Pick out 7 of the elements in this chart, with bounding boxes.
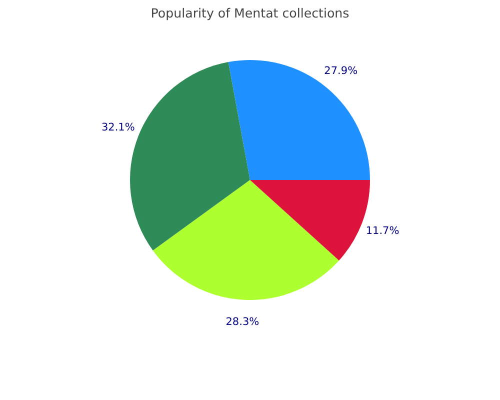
data-label: 27.9% [324, 64, 358, 77]
pie-slice [228, 60, 370, 180]
pie-slice [152, 180, 340, 300]
data-label: 28.3% [226, 316, 260, 328]
data-label: 32.1% [101, 121, 135, 134]
data-label: 11.7% [366, 225, 400, 238]
chart-title: Popularity of Mentat collections [150, 5, 350, 20]
